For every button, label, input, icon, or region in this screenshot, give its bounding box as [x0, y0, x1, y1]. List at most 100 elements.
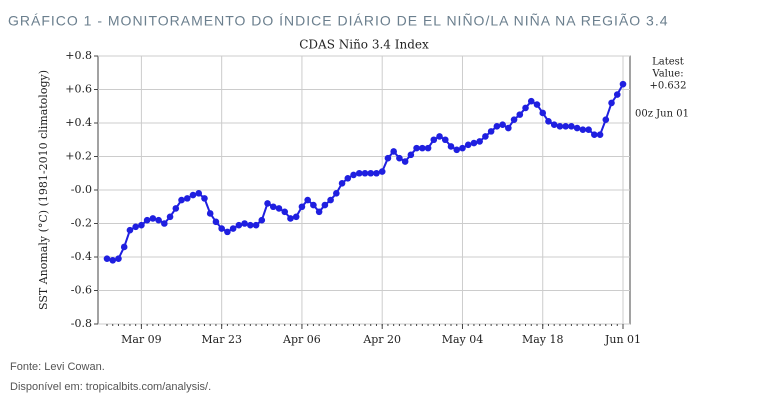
x-tick-label: May 04	[442, 333, 484, 346]
point	[201, 195, 208, 202]
point	[315, 208, 323, 216]
point	[545, 118, 552, 125]
annotation: +0.632	[649, 81, 686, 92]
point	[464, 141, 472, 149]
point	[459, 144, 466, 152]
y-tick-label: -0.6	[71, 284, 92, 297]
point	[441, 136, 449, 144]
y-axis-label: SST Anomaly (°C) (1981-2010 climatology)	[37, 70, 50, 310]
point	[493, 123, 501, 130]
y-tick-label: +0.6	[65, 83, 92, 96]
point	[556, 123, 564, 130]
point	[539, 109, 547, 117]
point	[120, 243, 128, 251]
point	[596, 131, 604, 139]
point	[264, 200, 271, 207]
point	[487, 128, 495, 135]
annotation: Value:	[651, 69, 683, 80]
point	[470, 139, 478, 147]
point	[407, 151, 415, 159]
x-tick-label: Jun 01	[604, 333, 641, 346]
point	[424, 144, 432, 152]
point	[321, 201, 329, 209]
point	[218, 225, 225, 232]
point	[281, 208, 289, 216]
point	[109, 257, 117, 264]
point	[430, 136, 438, 144]
point	[235, 221, 243, 229]
point	[562, 123, 569, 130]
point	[378, 168, 386, 175]
point	[103, 255, 111, 262]
point	[361, 169, 369, 177]
point	[436, 133, 443, 140]
point	[550, 121, 558, 128]
point	[527, 97, 535, 105]
point	[499, 121, 506, 128]
point	[401, 158, 409, 165]
point	[384, 154, 392, 162]
point	[298, 203, 306, 211]
point	[292, 213, 300, 221]
point	[304, 196, 311, 204]
point	[453, 146, 461, 154]
point	[269, 203, 277, 211]
y-tick-label: -0.4	[71, 250, 92, 263]
annotation: Latest	[652, 57, 684, 68]
point	[132, 223, 139, 231]
point	[206, 210, 214, 217]
point	[591, 131, 598, 139]
point	[344, 174, 352, 182]
point	[333, 190, 340, 197]
point	[275, 205, 283, 212]
point	[355, 169, 363, 177]
point	[476, 138, 483, 145]
point	[166, 213, 174, 221]
point	[505, 124, 512, 132]
chart-title: CDAS Niño 3.4 Index	[299, 38, 429, 52]
footer: Disponível em: tropicalbits.com/analysis…	[10, 381, 211, 393]
point	[287, 215, 294, 222]
point	[189, 191, 197, 199]
x-tick-label: Mar 23	[201, 333, 242, 346]
point	[161, 220, 168, 227]
point	[367, 169, 375, 177]
x-tick-label: Apr 06	[282, 333, 321, 346]
y-tick-label: +0.2	[65, 150, 92, 163]
x-tick-label: May 18	[522, 333, 564, 346]
point	[149, 215, 157, 222]
point	[172, 205, 180, 212]
point	[573, 124, 581, 132]
point	[579, 126, 587, 133]
y-tick-label: -0.8	[71, 317, 92, 330]
point	[327, 196, 334, 204]
point	[602, 116, 610, 123]
point	[608, 99, 615, 107]
point	[224, 228, 231, 236]
point	[138, 221, 145, 229]
point	[419, 144, 426, 152]
point	[258, 216, 266, 224]
y-tick-label: +0.4	[65, 116, 92, 129]
point	[585, 126, 592, 133]
point	[310, 201, 317, 209]
point	[482, 133, 489, 140]
x-tick-label: Mar 09	[121, 333, 162, 346]
footer: Fonte: Levi Cowan.	[10, 361, 105, 373]
y-tick-label: -0.0	[71, 183, 92, 196]
point	[613, 91, 621, 98]
header: GRÁFICO 1 - MONITORAMENTO DO ÍNDICE DIÁR…	[8, 13, 669, 29]
point	[533, 101, 541, 108]
point	[155, 216, 162, 224]
point	[178, 196, 185, 204]
point	[338, 180, 346, 187]
point	[247, 221, 254, 229]
point	[126, 226, 134, 234]
point	[447, 143, 455, 150]
point	[396, 154, 403, 162]
point	[390, 148, 397, 155]
point	[413, 144, 420, 152]
point	[510, 116, 518, 123]
